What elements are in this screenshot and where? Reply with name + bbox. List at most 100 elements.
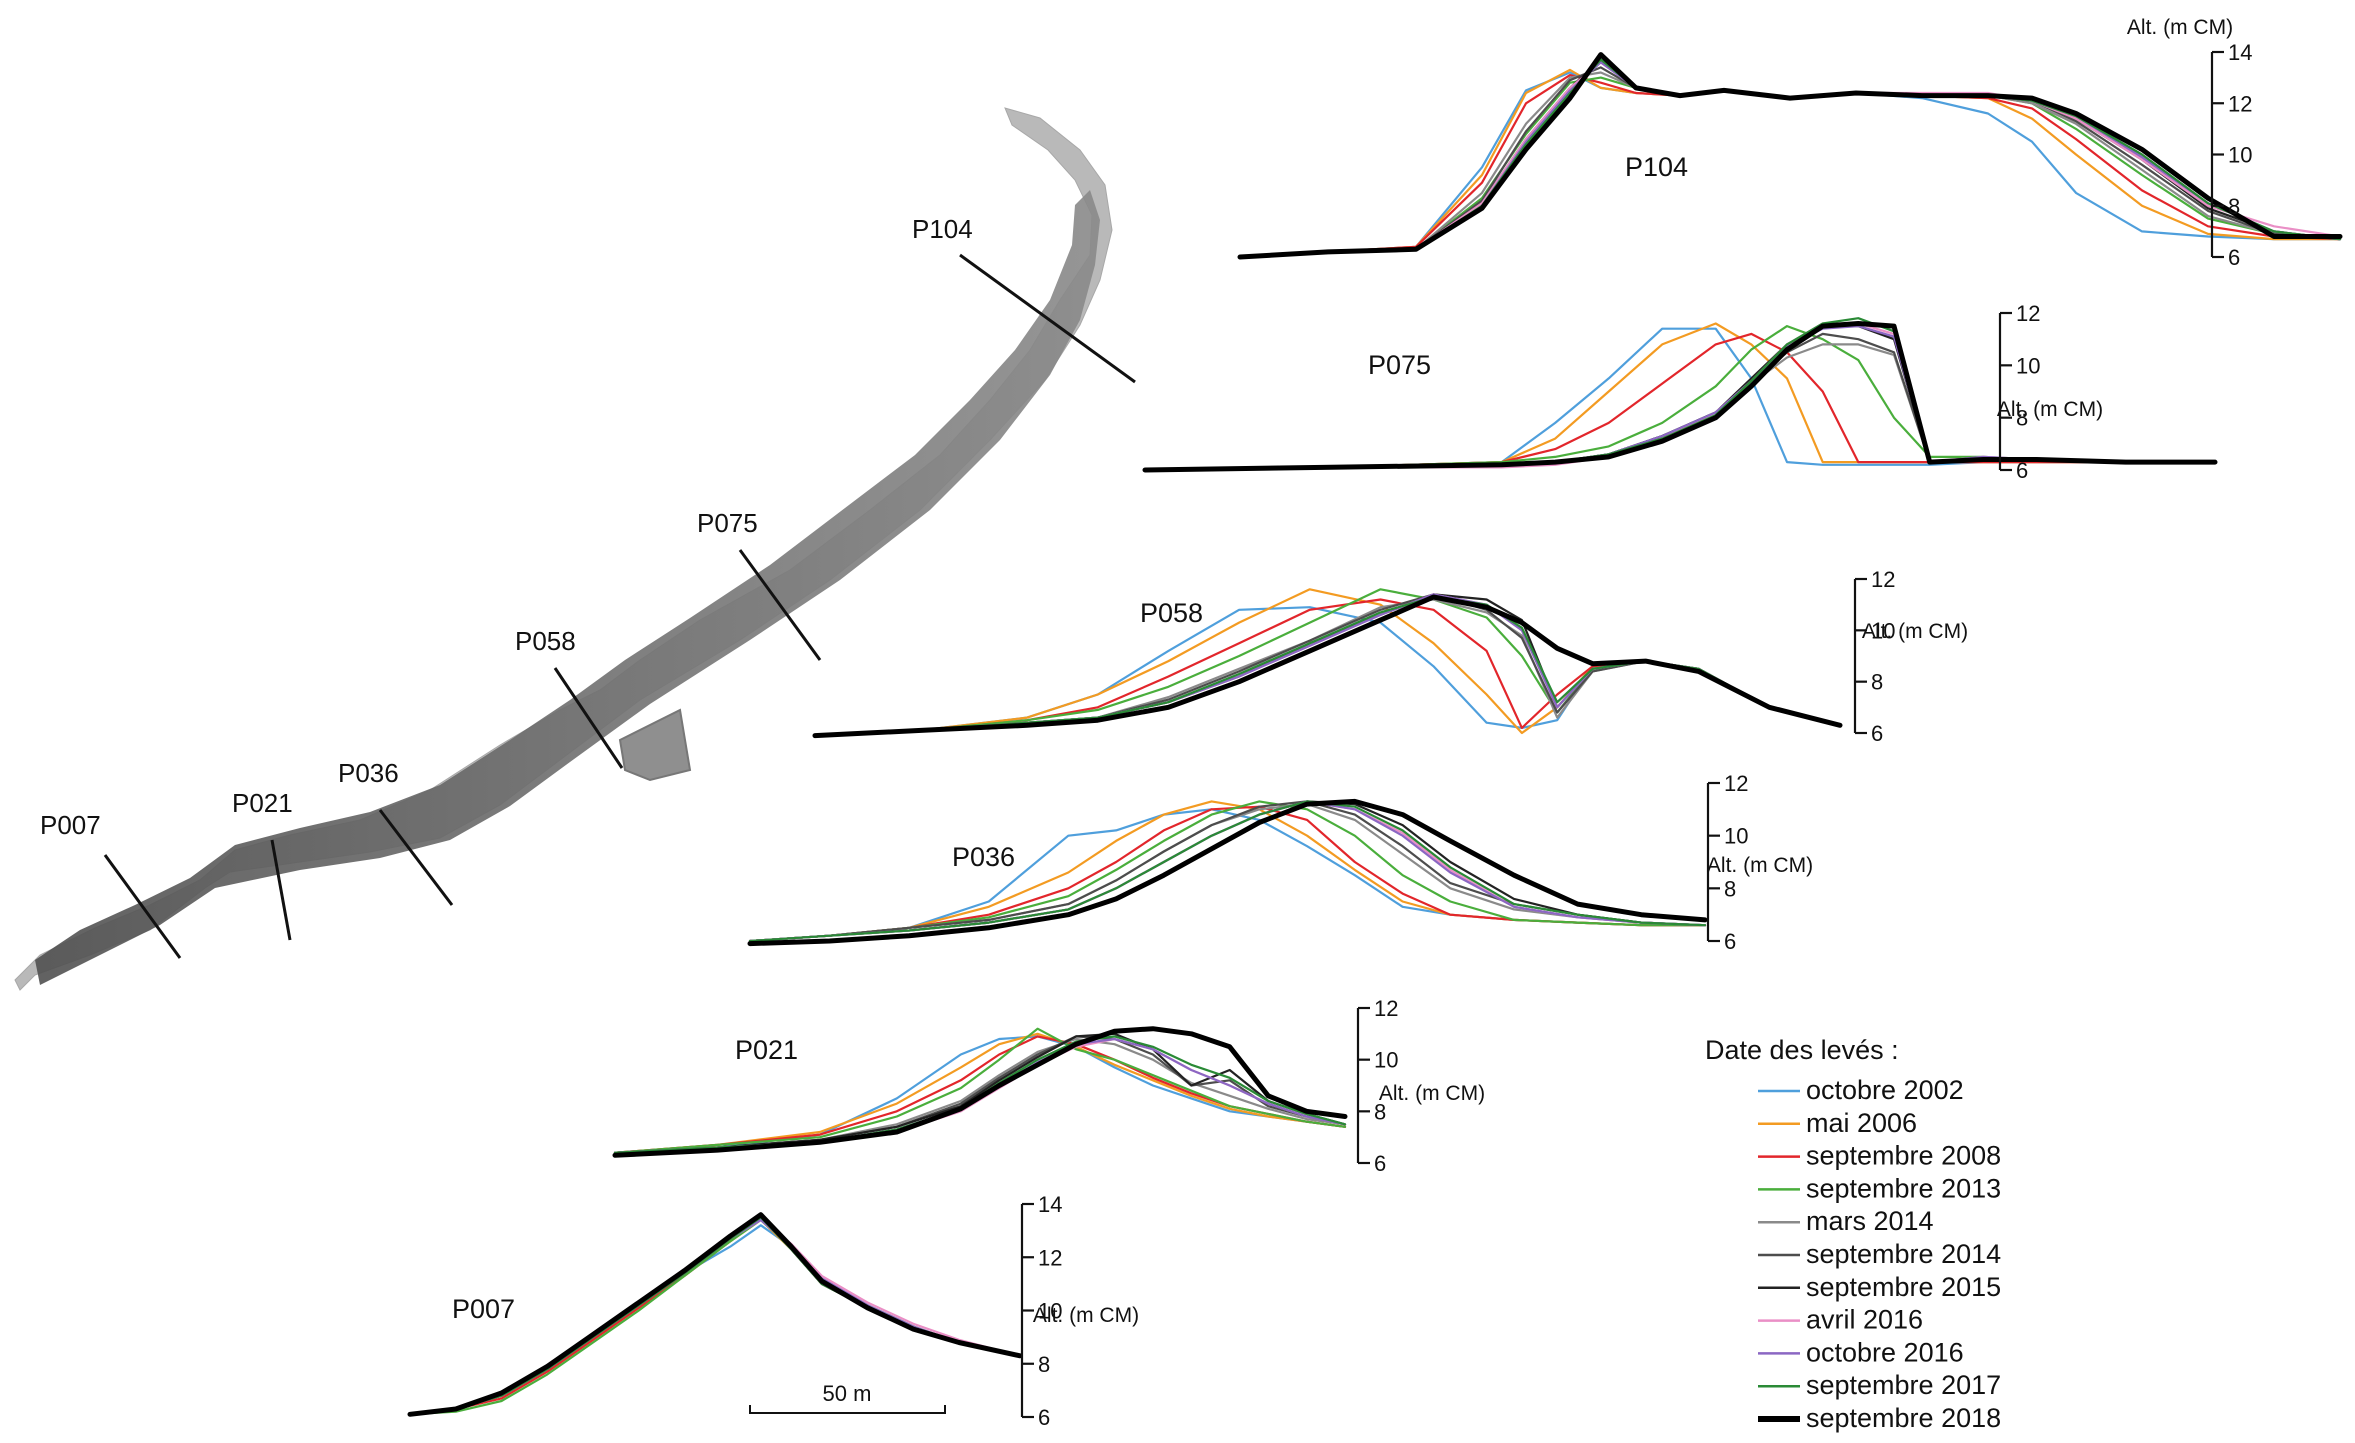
y-tick-label: 6 (2228, 245, 2240, 270)
profile-title: P104 (1625, 152, 1688, 182)
legend-title: Date des levés : (1705, 1035, 1899, 1065)
series-line-septembre-2018 (1237, 52, 2343, 260)
series-line-septembre-2017 (1238, 58, 2342, 259)
profile-title: P058 (1140, 598, 1203, 628)
profile-p021: 6 8 10 12 P021 Alt. (m CM) (612, 996, 1485, 1176)
y-tick-label: 8 (2016, 406, 2028, 431)
series-line-septembre-2015 (613, 1032, 1347, 1154)
map-label-p021: P021 (232, 788, 293, 818)
scale-bar-line (749, 1405, 946, 1414)
profile-panels: 6 8 10 12 14 P104 Alt. (m CM) 6 8 10 12 P075 Alt. (m… (407, 16, 2343, 1430)
section-line-p036 (378, 809, 454, 906)
series-line-septembre-2014 (748, 800, 1707, 943)
y-tick-label: 12 (2228, 91, 2252, 116)
y-tick-label: 8 (1038, 1352, 1050, 1377)
series-line-septembre-2018 (747, 798, 1708, 947)
map-label-p036: P036 (338, 758, 399, 788)
series-line-octobre-2016 (813, 593, 1842, 737)
dune-map: P104 P075 P058 P036 P021 P007 (14, 107, 1136, 991)
y-tick-label: 6 (1374, 1151, 1386, 1176)
profile-p104: 6 8 10 12 14 P104 Alt. (m CM) (1237, 16, 2343, 270)
section-line-p104 (959, 253, 1136, 384)
y-tick-label: 14 (2228, 40, 2252, 65)
series-line-septembre-2013 (613, 1027, 1347, 1154)
legend-entry-label: mai 2006 (1806, 1108, 1917, 1138)
y-axis-label: Alt. (m CM) (1997, 398, 2103, 421)
y-tick-label: 12 (1038, 1245, 1062, 1270)
profile-title: P007 (452, 1294, 515, 1324)
series-line-avril-2016 (813, 593, 1842, 737)
y-tick-label: 14 (1038, 1192, 1062, 1217)
series-line-mars-2014 (748, 803, 1707, 943)
profile-title: P036 (952, 842, 1015, 872)
series-line-octobre-2016 (1238, 61, 2342, 259)
y-tick-label: 12 (1724, 771, 1748, 796)
y-axis-label: Alt. (m CM) (1707, 854, 1813, 877)
series-line-septembre-2017 (748, 800, 1707, 943)
y-tick-label: 12 (2016, 301, 2040, 326)
legend-entry-label: septembre 2018 (1806, 1403, 2001, 1433)
legend-entry-label: avril 2016 (1806, 1305, 1923, 1335)
legend-entry-label: septembre 2008 (1806, 1141, 2001, 1171)
map-label-p007: P007 (40, 810, 101, 840)
scale-bar-label: 50 m (823, 1381, 872, 1406)
y-tick-label: 12 (1374, 996, 1398, 1021)
series-line-septembre-2015 (813, 593, 1842, 737)
legend-entry-label: octobre 2002 (1806, 1075, 1964, 1105)
profile-p007: 6 8 10 12 14 P007 Alt. (m CM) (407, 1192, 1139, 1430)
y-tick-label: 10 (1724, 824, 1748, 849)
y-tick-label: 8 (1374, 1099, 1386, 1124)
y-tick-label: 10 (2228, 143, 2252, 168)
series-line-septembre-2018 (812, 594, 1843, 739)
section-line-p007 (103, 854, 182, 959)
y-axis-label: Alt. (m CM) (1033, 1304, 1139, 1327)
profile-p075: 6 8 10 12 P075 Alt. (m CM) (1142, 301, 2218, 483)
profile-title: P075 (1368, 350, 1431, 380)
y-tick-label: 8 (1724, 876, 1736, 901)
scale-bar: 50 m (749, 1381, 946, 1414)
y-tick-label: 12 (1871, 567, 1895, 592)
series-line-septembre-2014 (813, 593, 1842, 737)
y-tick-label: 10 (1871, 618, 1895, 643)
legend-entry-label: octobre 2016 (1806, 1337, 1964, 1367)
series-line-septembre-2015 (1238, 58, 2342, 259)
series-line-avril-2016 (1143, 322, 2217, 472)
map-label-p075: P075 (697, 508, 758, 538)
series-line-septembre-2013 (748, 800, 1707, 943)
y-axis-label: Alt. (m CM) (2127, 16, 2233, 39)
legend-entry-label: septembre 2015 (1806, 1272, 2001, 1302)
series-line-avril-2016 (1238, 61, 2342, 259)
series-line-septembre-2015 (748, 800, 1707, 943)
y-tick-label: 6 (1038, 1405, 1050, 1430)
dune-map-inlet (618, 708, 692, 782)
series-line-septembre-2013 (1238, 76, 2342, 259)
y-tick-label: 10 (1038, 1299, 1062, 1324)
legend-entry-label: septembre 2013 (1806, 1173, 2001, 1203)
series-line-septembre-2018 (1142, 321, 2218, 473)
y-tick-label: 8 (1871, 670, 1883, 695)
series-line-mai-2006 (1143, 322, 2217, 472)
section-line-p075 (738, 549, 822, 661)
series-line-septembre-2017 (813, 595, 1842, 737)
y-axis-label: Alt. (m CM) (1379, 1082, 1485, 1105)
series-line-septembre-2018 (612, 1026, 1348, 1158)
y-tick-label: 6 (2016, 458, 2028, 483)
y-tick-label: 10 (2016, 353, 2040, 378)
series-line-octobre-2016 (748, 800, 1707, 943)
profile-p058: 6 8 10 12 P058 Alt. (m CM) (812, 567, 1968, 746)
legend-entry-label: septembre 2017 (1806, 1370, 2001, 1400)
y-tick-label: 6 (1724, 929, 1736, 954)
series-line-mai-2006 (748, 800, 1707, 943)
legend-entry-label: septembre 2014 (1806, 1239, 2001, 1269)
map-label-p104: P104 (912, 214, 973, 244)
profile-title: P021 (735, 1035, 798, 1065)
y-tick-label: 6 (1871, 721, 1883, 746)
profile-p036: 6 8 10 12 P036 Alt. (m CM) (747, 771, 1813, 954)
y-tick-label: 8 (2228, 194, 2240, 219)
map-label-p058: P058 (515, 626, 576, 656)
legend-entry-label: mars 2014 (1806, 1206, 1934, 1236)
series-line-septembre-2008 (1238, 74, 2342, 259)
section-line-p058 (553, 667, 624, 769)
